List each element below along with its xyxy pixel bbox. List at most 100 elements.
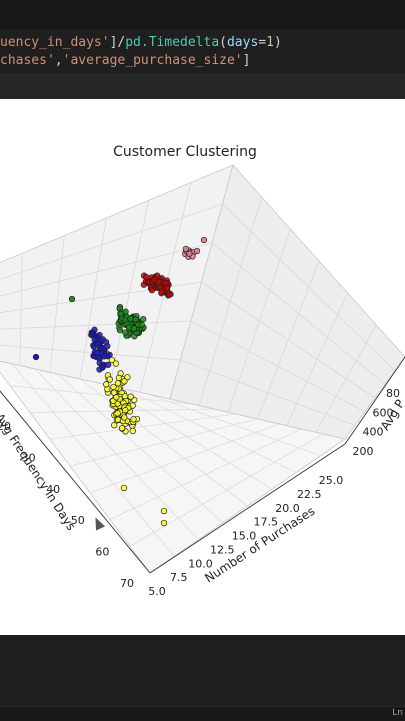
top-toolbar [0,0,405,31]
y-tick-label: 60 [95,546,109,559]
data-point [130,416,137,423]
data-point [160,507,168,515]
code-token: days [226,35,259,50]
empty-cell-area [0,635,405,720]
code-line-1: uency_in_days']/pd.Timedelta(days=1) [0,34,282,52]
cell-output: 5.0 7.5 10.0 12.5 15.0 17.5 20.0 22.5 25.0 20 30 40… [0,99,405,635]
x-tick-label: 15.0 [232,530,257,543]
data-point [132,316,139,323]
code-line-2: chases','average_purchase_size'] [0,52,250,70]
code-token: ]/ [109,35,126,50]
data-point [111,422,118,429]
code-token: ) [273,35,282,50]
code-token: pd.Timedelta [125,35,220,50]
x-tick-label: 12.5 [210,543,235,556]
y-tick-label: 30 [22,451,36,464]
data-point [32,353,40,361]
code-token: chases' [0,53,55,68]
data-point [108,356,116,364]
data-point [162,279,169,286]
y-tick-label: 20 [0,420,11,433]
data-point [120,484,128,492]
code-token: ] [242,53,251,68]
data-point [116,326,124,334]
data-point [91,336,98,343]
code-token: = [258,35,267,50]
data-point [96,331,103,339]
grid-line [89,423,280,494]
data-point [140,315,147,323]
data-point [95,354,102,361]
data-point [101,353,108,360]
data-point [99,344,107,352]
x-tick-label: 17.5 [254,516,279,529]
data-point [91,326,98,333]
chart-title: Customer Clustering [113,144,257,160]
data-point [114,410,121,417]
x-tick-label: 10.0 [188,557,213,570]
data-point [121,414,128,421]
code-token: 'average_purchase_size' [62,53,243,68]
status-text: Ln [392,708,403,718]
code-token: uency_in_days' [0,35,110,50]
y-tick-label: 40 [46,483,60,496]
grid-line [0,344,181,361]
data-point [154,272,161,279]
data-point [99,364,106,371]
data-point [103,381,110,388]
z-tick-label: 80 [386,387,400,400]
data-point [106,376,113,383]
data-point [127,393,134,400]
data-point [121,378,128,385]
data-point [163,285,170,292]
x-tick-label: 22.5 [297,488,322,501]
data-point [130,325,138,332]
x-axis-line [149,443,346,574]
data-point [129,427,136,435]
x-tick-label: 5.0 [148,585,166,598]
z-axis-line [344,356,405,445]
cell-divider [0,74,405,100]
y-tick-label: 70 [120,577,134,590]
data-point [158,288,165,295]
data-point [118,424,126,432]
code-token: 1 [266,35,274,50]
data-point [114,380,122,387]
data-point [186,250,193,257]
scatter-3d-plot: 5.0 7.510.012.515.017.520.022.525.0 20 30 40… [0,144,405,598]
data-point [122,329,129,336]
code-cell[interactable]: uency_in_days']/pd.Timedelta(days=1) cha… [0,30,405,74]
data-point [143,274,150,281]
grid-line [34,368,200,540]
data-point [113,394,120,401]
data-point [122,407,129,414]
data-point [94,340,102,347]
z-tick-label: 600 [373,406,394,419]
data-point [105,361,112,368]
data-point [115,374,123,382]
data-point [122,308,129,315]
z-tick-label: 200 [353,445,374,458]
data-point [68,295,76,303]
status-bar: Ln [0,706,405,721]
data-point [148,287,156,294]
data-point [110,383,117,391]
grid-line [69,418,258,467]
x-tick-label: 7.5 [170,571,188,584]
y-axis-line [0,390,151,574]
data-point [160,519,168,527]
code-token: ( [219,35,227,50]
data-point [138,321,145,328]
grid-line [57,373,224,524]
data-point [112,360,120,367]
y-tick-label: 50 [71,514,85,527]
data-point [151,276,158,284]
grid-line [109,428,302,520]
data-point [200,236,208,244]
data-point [193,247,201,255]
grid-line [12,363,175,557]
x-tick-label: 20.0 [275,502,300,515]
grid-line [129,433,324,547]
data-point [182,245,190,253]
grid-line [180,359,356,426]
